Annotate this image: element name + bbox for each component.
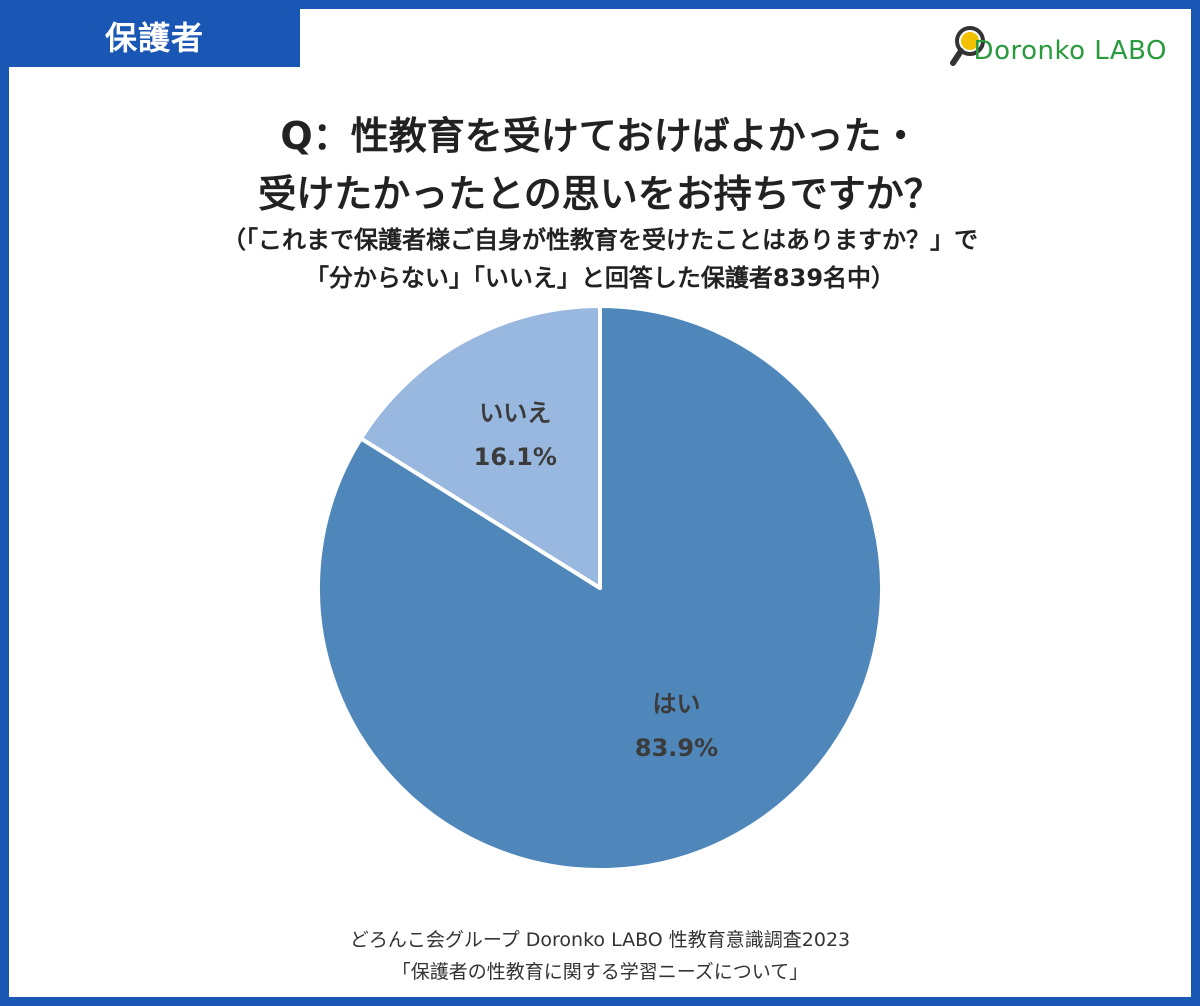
source-line-1: どろんこ会グループ Doronko LABO 性教育意識調査2023 [349, 929, 851, 951]
logo: Doronko LABO [949, 23, 1167, 71]
chart-subtitle: （「これまで保護者様ご自身が性教育を受けたことはありますか？」で 「分からない」… [9, 221, 1191, 297]
chart-subtitle-line-2: 「分からない」「いいえ」と回答した保護者839名中） [304, 264, 896, 292]
chart-title-line-2: 受けたかったとの思いをお持ちですか？ [258, 172, 942, 216]
chart-subtitle-line-1: （「これまで保護者様ご自身が性教育を受けたことはありますか？」で [222, 226, 978, 254]
slice-category-label-0: はい [653, 690, 701, 718]
logo-text: Doronko LABO [973, 36, 1167, 66]
slice-value-label-0: 83.9% [635, 734, 718, 762]
pie-slice-1 [358, 304, 602, 590]
slice-value-label-1: 16.1% [474, 443, 557, 471]
chart-title-line-1: Q：性教育を受けておけばよかった・ [280, 114, 920, 158]
source-note: どろんこ会グループ Doronko LABO 性教育意識調査2023 「保護者の… [9, 924, 1191, 988]
magnifier-icon [949, 26, 985, 66]
respondent-badge: 保護者 [9, 9, 300, 67]
chart-title: Q：性教育を受けておけばよかった・ 受けたかったとの思いをお持ちですか？ [9, 107, 1191, 223]
chart-panel: 保護者 Doronko LABO Q：性教育を受けておけばよかった・ 受けたかっ… [9, 9, 1191, 997]
pie-chart: はい 83.9% いいえ 16.1% [316, 304, 884, 872]
source-line-2: 「保護者の性教育に関する学習ニーズについて」 [391, 961, 809, 983]
slice-category-label-1: いいえ [479, 399, 551, 427]
